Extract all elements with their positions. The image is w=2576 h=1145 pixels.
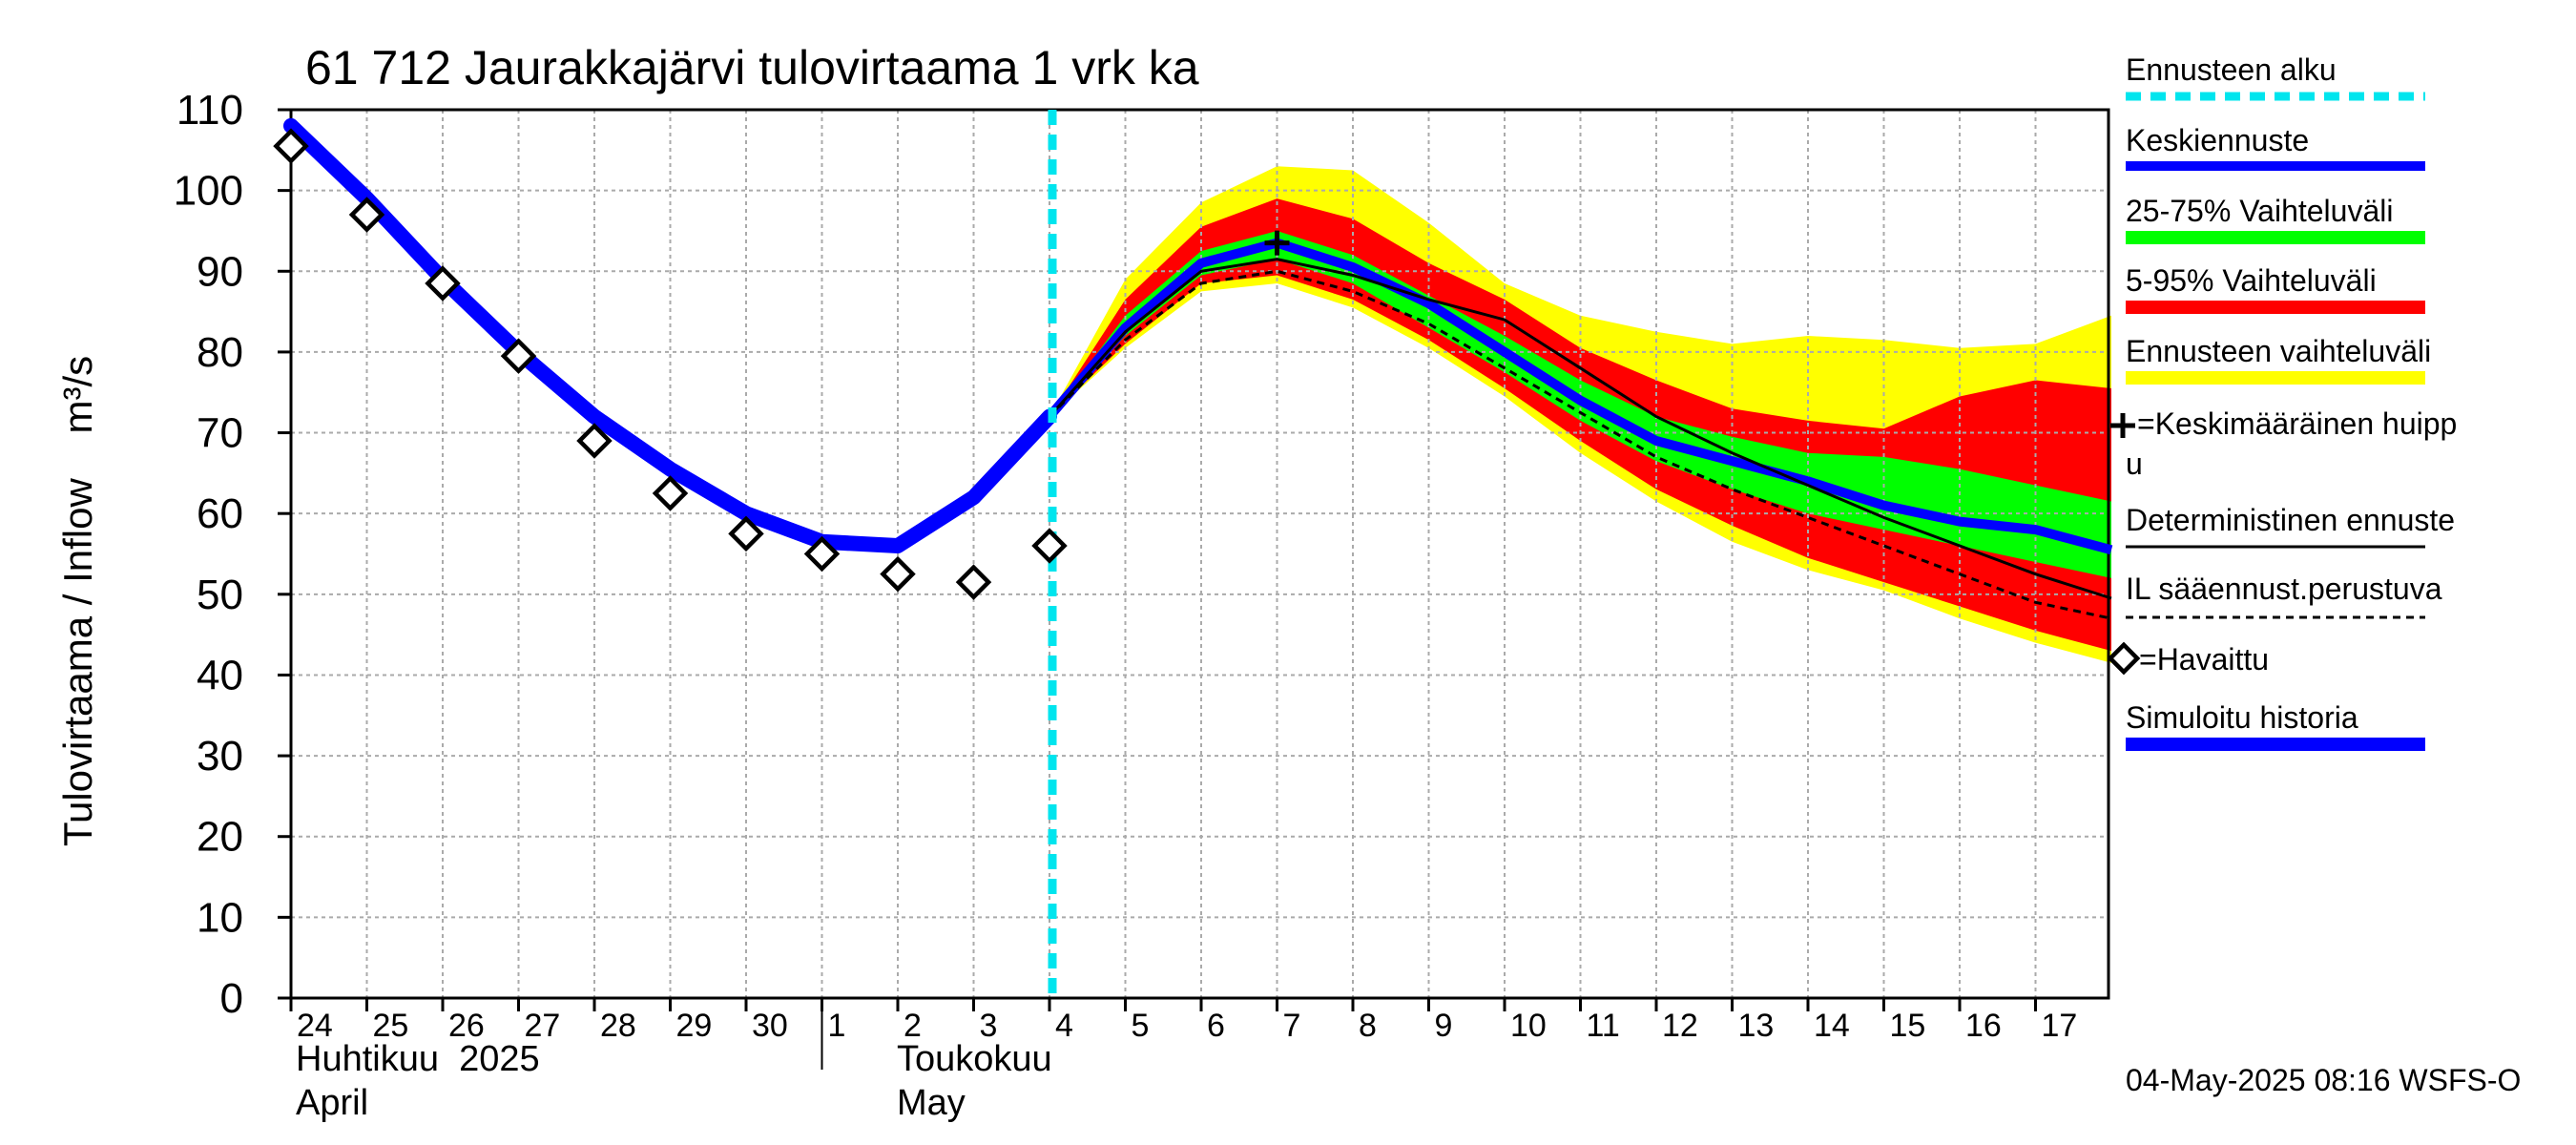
x-tick-label: 29 bbox=[676, 1008, 713, 1044]
x-tick-label: 25 bbox=[373, 1008, 409, 1044]
x-tick-label: 30 bbox=[752, 1008, 788, 1044]
legend-label-weather-based: IL sääennust.perustuva bbox=[2126, 572, 2442, 606]
mean-forecast-line bbox=[1046, 238, 2113, 555]
legend-label-range-5-95: 5-95% Vaihteluväli bbox=[2126, 263, 2377, 298]
legend-label-deterministic: Deterministinen ennuste bbox=[2126, 503, 2455, 537]
observed-point bbox=[500, 338, 537, 374]
legend-label-range-full: Ennusteen vaihteluväli bbox=[2126, 334, 2431, 368]
legend-label-mean-peak-wrap: u bbox=[2126, 447, 2143, 481]
legend-label-observed: =Havaittu bbox=[2139, 642, 2269, 677]
deterministic-forecast-line bbox=[1048, 258, 2112, 600]
x-tick-label: 9 bbox=[1435, 1008, 1453, 1044]
x-tick-label: 16 bbox=[1965, 1008, 2002, 1044]
x-tick-label: 26 bbox=[448, 1008, 485, 1044]
observed-point bbox=[273, 128, 309, 164]
x-tick-label: 5 bbox=[1132, 1008, 1150, 1044]
legend-swatch-observed bbox=[2107, 641, 2141, 676]
x-tick-label: 27 bbox=[525, 1008, 561, 1044]
observed-point bbox=[1031, 528, 1068, 564]
x-tick-label: 3 bbox=[980, 1008, 998, 1044]
x-tick-label: 1 bbox=[828, 1008, 846, 1044]
legend-swatch-mean-peak bbox=[2110, 413, 2135, 438]
y-tick-label: 10 bbox=[197, 894, 243, 941]
y-tick-label: 30 bbox=[197, 733, 243, 780]
month-label-april-line1: Huhtikuu 2025 bbox=[296, 1039, 540, 1079]
month-label-may-line2: May bbox=[897, 1083, 966, 1123]
y-tick-label: 60 bbox=[197, 490, 243, 537]
month-label-april-line2: April bbox=[296, 1083, 368, 1123]
observed-point bbox=[348, 197, 385, 233]
y-tick-label: 100 bbox=[174, 168, 243, 215]
y-tick-label: 40 bbox=[197, 652, 243, 698]
chart-title: 61 712 Jaurakkajärvi tulovirtaama 1 vrk … bbox=[305, 41, 1199, 94]
legend-label-simulated-history: Simuloitu historia bbox=[2126, 700, 2358, 735]
legend-label-mean-peak: =Keskimääräinen huipp bbox=[2137, 406, 2457, 441]
mean-peak-marker bbox=[1264, 230, 1290, 256]
weather-based-forecast-line bbox=[1048, 269, 2112, 620]
x-tick-label: 24 bbox=[297, 1008, 333, 1044]
observed-point bbox=[576, 423, 613, 459]
x-tick-label: 28 bbox=[600, 1008, 636, 1044]
x-tick-label: 13 bbox=[1738, 1008, 1775, 1044]
x-tick-label: 7 bbox=[1283, 1008, 1301, 1044]
x-tick-label: 4 bbox=[1055, 1008, 1073, 1044]
observed-point bbox=[728, 515, 764, 552]
y-tick-label: 50 bbox=[197, 572, 243, 618]
x-tick-label: 17 bbox=[2042, 1008, 2078, 1044]
y-tick-label: 110 bbox=[177, 87, 243, 134]
legend-label-forecast-start: Ennusteen alku bbox=[2126, 52, 2337, 87]
timestamp: 04-May-2025 08:16 WSFS-O bbox=[2126, 1063, 2521, 1097]
y-tick-label: 20 bbox=[197, 814, 243, 861]
legend-label-mean-forecast: Keskiennuste bbox=[2126, 123, 2309, 157]
y-axis-label: Tulovirtaama / Inflow m³/s bbox=[55, 356, 100, 846]
x-tick-label: 14 bbox=[1814, 1008, 1850, 1044]
x-tick-label: 6 bbox=[1207, 1008, 1225, 1044]
observed-point bbox=[880, 555, 916, 593]
x-tick-label: 15 bbox=[1890, 1008, 1926, 1044]
y-tick-label: 80 bbox=[197, 329, 243, 376]
x-tick-label: 12 bbox=[1662, 1008, 1698, 1044]
x-tick-label: 10 bbox=[1510, 1008, 1547, 1044]
observed-point bbox=[652, 475, 689, 511]
y-tick-label: 90 bbox=[197, 248, 243, 295]
observed-point bbox=[803, 535, 841, 572]
legend-label-range-25-75: 25-75% Vaihteluväli bbox=[2126, 194, 2393, 228]
simulated-history-line bbox=[283, 117, 1057, 553]
chart-legend: Ennusteen alku Keskiennuste 25-75% Vaiht… bbox=[2107, 52, 2457, 751]
observed-point bbox=[425, 265, 461, 302]
y-tick-label: 0 bbox=[220, 975, 243, 1022]
y-tick-label: 70 bbox=[197, 410, 243, 457]
x-tick-label: 8 bbox=[1359, 1008, 1377, 1044]
observed-point bbox=[955, 564, 992, 600]
x-tick-label: 11 bbox=[1587, 1008, 1620, 1044]
month-label-may-line1: Toukokuu bbox=[897, 1039, 1052, 1079]
x-tick-label: 2 bbox=[904, 1008, 922, 1044]
